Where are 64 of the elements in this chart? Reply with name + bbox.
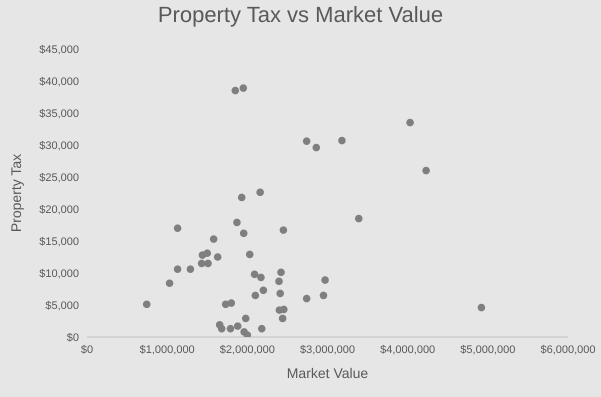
x-tick-label: $0 xyxy=(80,344,94,356)
point xyxy=(198,260,206,268)
x-tick-label: $1,000,000 xyxy=(140,344,195,356)
point xyxy=(338,136,346,144)
point xyxy=(240,84,248,92)
x-tick-label: $2,000,000 xyxy=(220,344,275,356)
y-tick-label: $30,000 xyxy=(39,140,79,152)
point xyxy=(278,314,286,322)
point xyxy=(204,260,212,268)
point xyxy=(252,292,260,300)
point xyxy=(240,230,248,238)
point xyxy=(233,218,241,226)
x-tick-label: $4,000,000 xyxy=(380,344,436,356)
x-axis-title: Market Value xyxy=(286,365,370,381)
point xyxy=(321,276,329,284)
point xyxy=(174,265,182,273)
point xyxy=(277,268,285,276)
point xyxy=(354,214,363,222)
point xyxy=(302,137,310,145)
point xyxy=(250,270,258,278)
y-tick-label: $5,000 xyxy=(45,300,79,312)
y-tick-label: $10,000 xyxy=(39,268,79,280)
y-tick-label: $40,000 xyxy=(39,76,79,88)
point xyxy=(242,314,250,322)
point xyxy=(234,322,242,330)
point xyxy=(260,286,268,294)
point xyxy=(312,144,320,152)
y-tick-label: $15,000 xyxy=(39,236,79,248)
x-tick-label: $5,000,000 xyxy=(460,344,516,356)
y-tick-label: $45,000 xyxy=(39,44,79,56)
point xyxy=(228,299,236,307)
point xyxy=(166,279,174,288)
point xyxy=(218,324,226,332)
point xyxy=(198,251,206,259)
point xyxy=(210,235,218,243)
point xyxy=(276,290,284,298)
point xyxy=(142,300,151,308)
y-tick-label: $20,000 xyxy=(39,204,79,216)
point xyxy=(174,224,182,232)
point xyxy=(257,274,265,282)
y-axis-title: Property Tax xyxy=(8,154,24,232)
point xyxy=(226,324,234,332)
y-tick-label: $0 xyxy=(66,332,79,344)
chart-title: Property Tax vs Market Value xyxy=(156,2,444,28)
point xyxy=(238,194,246,202)
x-tick-label: $6,000,000 xyxy=(540,344,596,356)
point xyxy=(246,250,254,258)
y-tick-label: $25,000 xyxy=(39,172,79,184)
point xyxy=(214,253,222,261)
point xyxy=(232,86,240,94)
point xyxy=(275,278,283,286)
point xyxy=(258,324,266,332)
point xyxy=(478,304,486,312)
point xyxy=(280,226,288,234)
y-tick-label: $35,000 xyxy=(39,108,79,120)
point xyxy=(320,292,328,300)
x-tick-label: $3,000,000 xyxy=(300,344,356,356)
point xyxy=(422,166,430,174)
point xyxy=(256,188,264,196)
point xyxy=(406,118,414,126)
point xyxy=(302,294,310,302)
point xyxy=(244,331,252,337)
point xyxy=(280,306,288,314)
point xyxy=(186,265,194,273)
